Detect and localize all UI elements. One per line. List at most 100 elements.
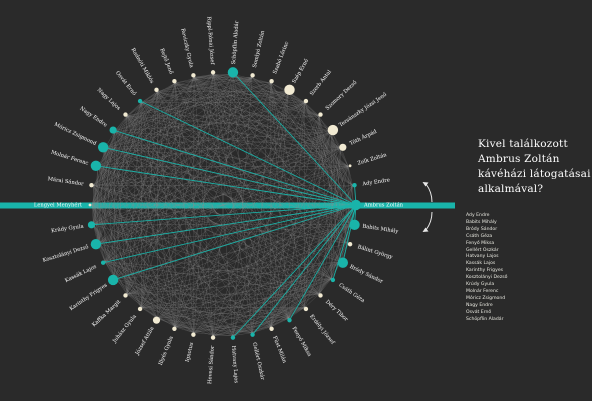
person-node[interactable] [250,332,255,337]
web-link [126,204,355,295]
web-link [97,243,176,328]
person-node[interactable] [152,316,161,324]
focus-label[interactable]: Ambrus Zoltán [363,202,404,209]
person-label[interactable]: Lengyel Menyhért [34,202,83,209]
person-node[interactable] [337,257,349,268]
contact-list-item[interactable]: Kassák Lajos [466,261,496,267]
person-label[interactable]: Ady Endre [361,177,390,187]
contact-list-item[interactable]: Ady Endre [466,213,490,218]
person-node[interactable] [284,84,295,96]
title-line-2: Ambrus Zoltán [478,153,560,165]
contact-list-item[interactable]: Molnár Ferenc [466,288,499,294]
person-node[interactable] [210,335,216,340]
person-label[interactable]: Ignotus [185,342,195,363]
web-link [91,147,342,206]
contact-list-item[interactable]: Csáth Géza [466,233,493,239]
highlight-link [112,129,357,206]
person-node[interactable] [318,112,323,117]
contact-list-item[interactable]: Osvát Ernő [466,309,492,315]
person-node[interactable] [90,160,102,171]
person-node[interactable] [172,78,177,84]
contact-list-item[interactable]: Gellért Oszkár [466,247,499,253]
contact-list-item[interactable]: Babits Mihály [466,219,497,225]
person-node[interactable] [137,306,143,312]
web-link [175,326,194,333]
web-link [126,293,158,319]
person-node[interactable] [88,203,92,207]
web-link [114,77,253,132]
person-node[interactable] [87,221,96,229]
person-node[interactable] [303,98,309,104]
person-node[interactable] [250,73,255,78]
rotate-arrows-icon[interactable] [422,182,433,232]
person-node[interactable] [318,293,323,298]
web-link [157,166,349,319]
person-node[interactable] [210,70,216,75]
web-link [93,166,349,225]
person-node[interactable] [349,219,360,231]
person-node[interactable] [347,242,353,247]
contact-list-item[interactable]: Schöpflin Aladár [466,316,504,322]
person-label[interactable]: Hevesi Sándor [206,345,216,384]
person-node[interactable] [327,124,339,136]
web-link [348,166,353,186]
person-node[interactable] [97,142,109,153]
person-node[interactable] [230,335,236,340]
web-link [252,77,332,132]
person-node[interactable] [172,326,177,332]
person-node[interactable] [154,87,159,93]
person-node[interactable] [303,306,309,312]
person-node[interactable] [191,73,196,78]
person-node[interactable] [123,112,128,117]
web-link [174,82,305,308]
person-label[interactable]: Hatvany Lajos [230,345,239,383]
web-link [232,224,353,336]
person-node[interactable] [100,260,106,265]
focus-node[interactable] [350,199,362,211]
person-node[interactable] [348,164,352,168]
contact-list-item[interactable]: Fenyő Miksa [466,240,495,246]
person-node[interactable] [352,182,357,188]
person-node[interactable] [227,67,239,78]
web-link [91,204,349,244]
web-link [93,185,332,279]
person-node[interactable] [269,78,274,84]
contact-list-item[interactable]: Móricz Zsigmond [466,295,506,301]
web-link [104,91,289,262]
web-link [288,185,353,319]
person-node[interactable] [109,126,117,134]
contact-list-item[interactable]: Nagy Endre [466,302,493,308]
person-label[interactable]: Rippl-Rónai József [205,16,216,65]
web-link [114,131,342,149]
person-node[interactable] [123,293,128,298]
person-node[interactable] [330,277,336,283]
person-node[interactable] [137,98,143,104]
web-link [114,74,214,132]
web-link [91,82,271,206]
rotate-arrowhead-down [422,227,429,232]
title-line-3: kávéházi látogatásai [478,168,591,180]
person-label[interactable]: Schöpflin Aladár [230,20,240,65]
person-node[interactable] [90,239,102,250]
contact-list-item[interactable]: Krúdy Gyula [466,282,495,288]
web-link [157,91,332,132]
web-link [126,115,342,149]
person-node[interactable] [107,274,119,286]
person-node[interactable] [339,143,347,151]
web-link [141,77,253,103]
person-node[interactable] [191,332,196,337]
person-node[interactable] [89,182,94,188]
web-link [114,91,289,279]
contact-list-item[interactable]: Bródy Sándor [466,226,498,232]
contact-list-item[interactable]: Kosztolányi Dezső [466,275,508,281]
web-link [288,91,353,186]
web-link [213,148,342,336]
person-node[interactable] [269,326,274,332]
person-label[interactable]: Krúdy Gyula [51,223,84,235]
person-node[interactable] [287,317,292,323]
web-link [93,185,176,328]
contact-list-item[interactable]: Hatvany Lajos [466,254,499,260]
web-link [93,224,176,328]
web-link [126,115,253,333]
contact-list-item[interactable]: Karinthy Frigyes [466,268,504,274]
